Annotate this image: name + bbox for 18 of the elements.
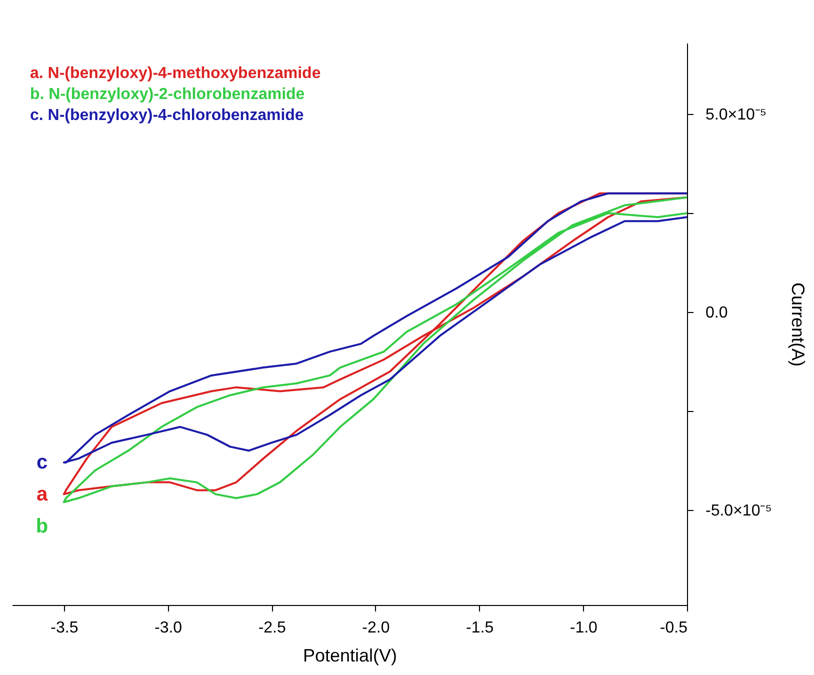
y-axis-title: Current(A) [788,282,808,367]
text: b. N-(benzyloxy)-2-chlorobenzamide [30,86,305,103]
text: c. N-(benzyloxy)-4-chlorobenzamide [30,107,304,124]
annotation: c [36,452,48,474]
x-tick-label: -0.5 [660,620,688,636]
y-tick-label: 0.0 [706,304,728,322]
x-tick-label: -3.0 [154,620,182,636]
text: a. N-(benzyloxy)-4-methoxybenzamide [30,65,321,82]
x-tick-label: -1.5 [466,620,494,636]
x-axis-title: Potential(V) [302,646,398,666]
x-tick-label: -1.0 [570,620,598,636]
y-tick-label: -5.0×10⁻⁵ [706,502,772,520]
x-tick-label: -2.5 [258,620,286,636]
y-tick-label: 5.0×10⁻⁵ [706,106,767,124]
x-tick-label: -3.5 [50,620,78,636]
annotation: a [36,484,48,506]
annotation: b [36,516,48,538]
x-tick-label: -2.0 [362,620,390,636]
